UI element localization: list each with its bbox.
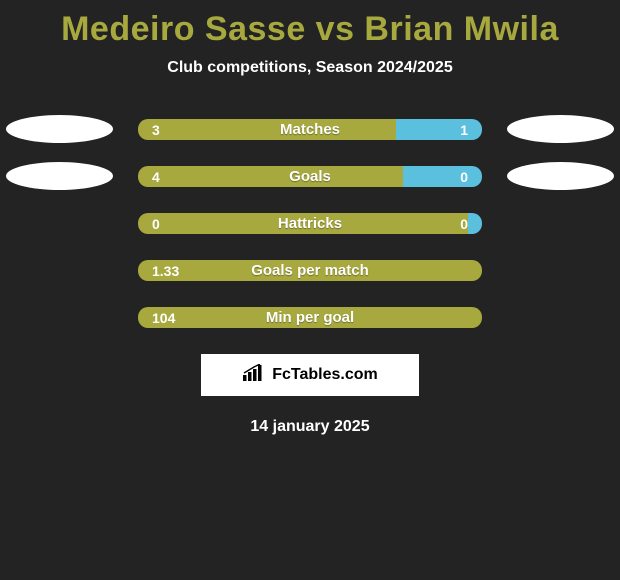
player1-bar-segment: 3 <box>138 119 396 140</box>
player1-value: 104 <box>152 310 175 326</box>
attribution-badge: FcTables.com <box>201 354 419 396</box>
player2-value: 0 <box>460 216 468 232</box>
bar-track: 00 <box>138 213 482 234</box>
player1-value: 1.33 <box>152 263 179 279</box>
player1-bar-segment: 1.33 <box>138 260 482 281</box>
stat-row: 00Hattricks <box>0 213 620 234</box>
stat-row: 104Min per goal <box>0 307 620 328</box>
bar-track: 40 <box>138 166 482 187</box>
player1-bar-segment: 4 <box>138 166 403 187</box>
date-text: 14 january 2025 <box>0 418 620 436</box>
player1-value: 4 <box>152 169 160 185</box>
player1-value: 0 <box>152 216 160 232</box>
bar-track: 1.33 <box>138 260 482 281</box>
player2-bar-segment: 1 <box>396 119 482 140</box>
player1-bar-segment: 104 <box>138 307 482 328</box>
player1-oval <box>6 115 113 143</box>
player2-value: 1 <box>460 122 468 138</box>
player1-oval <box>6 162 113 190</box>
player2-bar-segment: 0 <box>468 213 482 234</box>
stat-row: 40Goals <box>0 166 620 187</box>
chart-icon <box>242 364 266 387</box>
bar-track: 104 <box>138 307 482 328</box>
player2-value: 0 <box>460 169 468 185</box>
player1-value: 3 <box>152 122 160 138</box>
subtitle: Club competitions, Season 2024/2025 <box>0 59 620 77</box>
bar-track: 31 <box>138 119 482 140</box>
stat-row: 1.33Goals per match <box>0 260 620 281</box>
page-title: Medeiro Sasse vs Brian Mwila <box>0 0 620 49</box>
player2-oval <box>507 115 614 143</box>
player2-oval <box>507 162 614 190</box>
player2-bar-segment: 0 <box>403 166 482 187</box>
comparison-rows: 31Matches40Goals00Hattricks1.33Goals per… <box>0 119 620 328</box>
stat-row: 31Matches <box>0 119 620 140</box>
attribution-text: FcTables.com <box>272 366 378 384</box>
player1-bar-segment: 0 <box>138 213 468 234</box>
